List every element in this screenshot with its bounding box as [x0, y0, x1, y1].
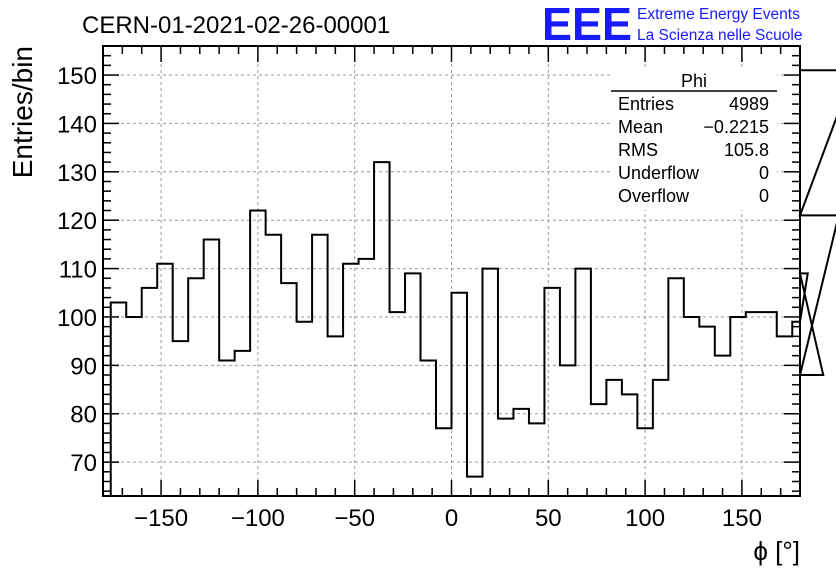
histogram-bin — [452, 293, 467, 496]
stats-label-overflow: Overflow — [618, 186, 690, 206]
stats-title: Phi — [681, 71, 707, 91]
histogram-bin — [529, 423, 544, 496]
histogram-bin — [653, 380, 668, 496]
axis-ticks — [102, 45, 801, 496]
histogram-bin — [513, 409, 528, 496]
y-tick-label: 130 — [57, 160, 97, 187]
x-tick-labels: −150 −100 −50 0 50 100 150 — [134, 505, 762, 532]
histogram-bin — [498, 419, 513, 496]
stats-box-background — [611, 70, 777, 210]
histogram-bin — [219, 361, 234, 496]
histogram-bin — [575, 269, 590, 496]
y-tick-label: 90 — [70, 353, 97, 380]
histogram-bin — [544, 288, 559, 496]
y-tick-label: 110 — [59, 257, 97, 284]
histogram-bin — [421, 361, 436, 496]
stats-value-entries: 4989 — [729, 94, 769, 114]
histogram-bin — [746, 312, 761, 496]
histogram-bin — [715, 356, 730, 496]
histogram-bin — [684, 317, 699, 496]
histogram-bin — [312, 235, 327, 496]
histogram-bin — [622, 394, 637, 496]
x-tick-label: −50 — [334, 505, 375, 532]
histogram-bin — [591, 404, 606, 496]
histogram-bars — [109, 69, 836, 496]
histogram-bin — [126, 317, 141, 496]
histogram-bin — [761, 312, 776, 496]
histogram-bin — [250, 211, 265, 496]
stats-label-mean: Mean — [618, 117, 663, 137]
histogram-bin — [173, 341, 188, 496]
x-tick-label: −150 — [134, 505, 188, 532]
histogram-bin — [343, 264, 358, 496]
histogram-bin — [142, 288, 157, 496]
logo-line-2: La Scienza nelle Scuole — [637, 27, 802, 44]
stats-value-rms: 105.8 — [724, 140, 769, 160]
stats-label-underflow: Underflow — [618, 163, 700, 183]
histogram-bin — [111, 302, 126, 496]
eee-logo: EEE — [542, 0, 632, 50]
histogram-outline — [109, 69, 836, 496]
x-tick-label: 100 — [625, 505, 665, 532]
histogram-bin — [204, 240, 219, 496]
y-tick-labels: 70 80 90 100 110 120 130 140 150 — [57, 63, 97, 477]
x-axis-label: ϕ [°] — [753, 536, 800, 566]
y-axis-label: Entries/bin — [7, 46, 38, 178]
logo-line-1: Extreme Energy Events — [637, 6, 800, 23]
stats-label-entries: Entries — [618, 94, 674, 114]
histogram-bin — [359, 259, 374, 496]
y-tick-label: 140 — [57, 111, 97, 138]
histogram-bin — [328, 336, 343, 496]
run-title: CERN-01-2021-02-26-00001 — [82, 12, 390, 39]
y-tick-label: 70 — [70, 450, 97, 477]
stats-box: Phi Entries 4989 Mean −0.2215 RMS 105.8 … — [611, 70, 777, 210]
x-tick-label: −100 — [231, 505, 285, 532]
histogram-bin — [266, 235, 281, 496]
histogram-bin — [374, 162, 389, 496]
y-tick-label: 150 — [57, 63, 97, 90]
histogram-bin — [777, 336, 792, 496]
x-tick-label: 0 — [445, 505, 458, 532]
y-tick-label: 100 — [57, 305, 97, 332]
stats-value-underflow: 0 — [759, 163, 769, 183]
histogram-bin — [668, 278, 683, 496]
histogram-bin — [235, 351, 250, 496]
x-tick-label: 150 — [722, 505, 762, 532]
histogram-bin — [560, 365, 575, 496]
histogram-bin — [730, 317, 745, 496]
histogram-bin — [405, 273, 420, 496]
histogram-bin — [606, 380, 621, 496]
histogram-bin — [467, 477, 482, 496]
stats-value-mean: −0.2215 — [703, 117, 769, 137]
histogram-bin — [157, 264, 172, 496]
histogram-bin — [436, 428, 451, 496]
stats-label-rms: RMS — [618, 140, 658, 160]
histogram-bin — [390, 312, 405, 496]
stats-value-overflow: 0 — [759, 186, 769, 206]
histogram-bin — [188, 278, 203, 496]
y-tick-label: 80 — [70, 402, 97, 429]
x-tick-label: 50 — [535, 505, 562, 532]
histogram-bin — [699, 327, 714, 496]
histogram-bin — [297, 322, 312, 496]
histogram-bin — [482, 269, 497, 496]
y-tick-label: 120 — [57, 208, 97, 235]
histogram-bin — [281, 283, 296, 496]
histogram-bin — [792, 322, 800, 496]
